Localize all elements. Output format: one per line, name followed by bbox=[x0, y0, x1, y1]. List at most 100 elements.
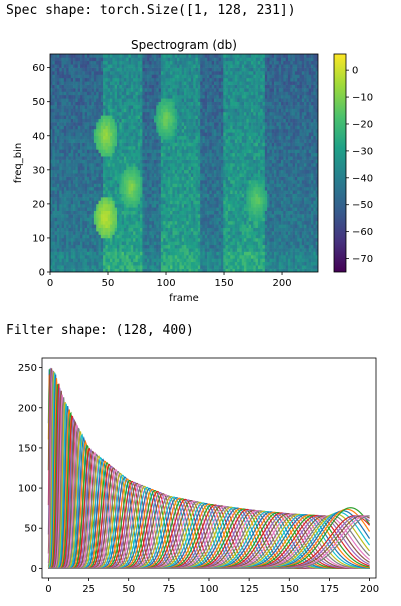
heatmap-cell bbox=[193, 77, 196, 82]
heatmap-cell bbox=[52, 241, 55, 246]
heatmap-cell bbox=[153, 145, 157, 150]
heatmap-cell bbox=[181, 145, 185, 150]
heatmap-cell bbox=[56, 156, 60, 160]
heatmap-cell bbox=[52, 258, 55, 263]
heatmap-cell bbox=[107, 91, 111, 96]
heatmap-cell bbox=[188, 98, 192, 102]
heatmap-cell bbox=[121, 193, 125, 198]
heatmap-cell bbox=[86, 224, 90, 229]
heatmap-cell bbox=[61, 258, 65, 263]
heatmap-cell bbox=[103, 135, 106, 140]
heatmap-cell bbox=[50, 241, 53, 246]
heatmap-cell bbox=[170, 101, 173, 106]
heatmap-cell bbox=[105, 152, 109, 157]
heatmap-cell bbox=[151, 67, 155, 72]
heatmap-cell bbox=[151, 88, 155, 92]
heatmap-cell bbox=[73, 74, 76, 79]
heatmap-cell bbox=[133, 169, 136, 174]
heatmap-cell bbox=[160, 54, 164, 58]
heatmap-cell bbox=[135, 135, 139, 140]
heatmap-cell bbox=[91, 108, 95, 113]
heatmap-cell bbox=[100, 94, 104, 99]
heatmap-cell bbox=[200, 265, 203, 269]
heatmap-cell bbox=[202, 244, 206, 249]
heatmap-cell bbox=[211, 193, 215, 198]
heatmap-cell bbox=[86, 94, 90, 99]
heatmap-cell bbox=[147, 54, 150, 58]
heatmap-cell bbox=[163, 231, 166, 235]
heatmap-cell bbox=[70, 54, 74, 58]
heatmap-cell bbox=[98, 67, 102, 72]
heatmap-cell bbox=[211, 91, 215, 96]
heatmap-cell bbox=[59, 122, 62, 126]
heatmap-cell bbox=[89, 268, 92, 272]
heatmap-cell bbox=[66, 180, 69, 184]
heatmap-cell bbox=[59, 145, 62, 150]
heatmap-cell bbox=[181, 152, 185, 157]
heatmap-cell bbox=[68, 190, 72, 194]
heatmap-cell bbox=[172, 132, 176, 137]
heatmap-cell bbox=[112, 169, 115, 174]
heatmap-cell bbox=[103, 94, 106, 99]
heatmap-cell bbox=[170, 254, 173, 259]
heatmap-cell bbox=[82, 81, 85, 85]
heatmap-cell bbox=[218, 227, 222, 232]
heatmap-cell bbox=[167, 183, 171, 188]
heatmap-cell bbox=[86, 180, 90, 184]
heatmap-cell bbox=[177, 180, 180, 184]
heatmap-cell bbox=[163, 159, 166, 164]
heatmap-cell bbox=[179, 156, 182, 160]
heatmap-cell bbox=[54, 132, 58, 137]
heatmap-cell bbox=[98, 254, 102, 259]
heatmap-cell bbox=[135, 268, 139, 272]
heatmap-cell bbox=[135, 210, 139, 215]
heatmap-cell bbox=[149, 251, 152, 256]
heatmap-cell bbox=[147, 84, 150, 89]
heatmap-cell bbox=[165, 203, 169, 208]
heatmap-cell bbox=[50, 145, 53, 150]
heatmap-cell bbox=[140, 118, 143, 123]
heatmap-cell bbox=[181, 248, 185, 252]
heatmap-cell bbox=[204, 237, 208, 242]
heatmap-cell bbox=[63, 180, 67, 184]
heatmap-cell bbox=[151, 135, 155, 140]
heatmap-cell bbox=[86, 77, 90, 82]
heatmap-cell bbox=[195, 200, 199, 205]
heatmap-cell bbox=[107, 149, 111, 154]
heatmap-cell bbox=[77, 71, 81, 75]
heatmap-cell bbox=[147, 169, 150, 174]
heatmap-cell bbox=[135, 149, 139, 154]
heatmap-cell bbox=[147, 231, 150, 235]
heatmap-cell bbox=[105, 193, 109, 198]
heatmap-cell bbox=[184, 268, 187, 272]
heatmap-cell bbox=[119, 207, 122, 211]
heatmap-cell bbox=[225, 180, 229, 184]
heatmap-cell bbox=[89, 163, 92, 167]
heatmap-cell bbox=[195, 207, 199, 211]
heatmap-cell bbox=[153, 176, 157, 181]
heatmap-cell bbox=[121, 224, 125, 229]
heatmap-cell bbox=[70, 224, 74, 229]
heatmap-cell bbox=[112, 122, 115, 126]
heatmap-cell bbox=[193, 237, 196, 242]
heatmap-cell bbox=[223, 193, 226, 198]
heatmap-cell bbox=[214, 77, 217, 82]
heatmap-cell bbox=[197, 207, 201, 211]
heatmap-cell bbox=[63, 210, 67, 215]
heatmap-cell bbox=[73, 258, 76, 263]
heatmap-cell bbox=[137, 74, 141, 79]
heatmap-cell bbox=[197, 74, 201, 79]
heatmap-cell bbox=[227, 77, 231, 82]
heatmap-cell bbox=[197, 64, 201, 68]
heatmap-cell bbox=[184, 193, 187, 198]
heatmap-cell bbox=[63, 254, 67, 259]
heatmap-cell bbox=[153, 142, 157, 147]
heatmap-cell bbox=[110, 234, 113, 239]
heatmap-cell bbox=[174, 60, 178, 65]
heatmap-cell bbox=[156, 101, 159, 106]
heatmap-cell bbox=[172, 241, 176, 246]
heatmap-cell bbox=[218, 173, 222, 177]
heatmap-cell bbox=[119, 163, 122, 167]
heatmap-cell bbox=[66, 81, 69, 85]
heatmap-cell bbox=[165, 265, 169, 269]
